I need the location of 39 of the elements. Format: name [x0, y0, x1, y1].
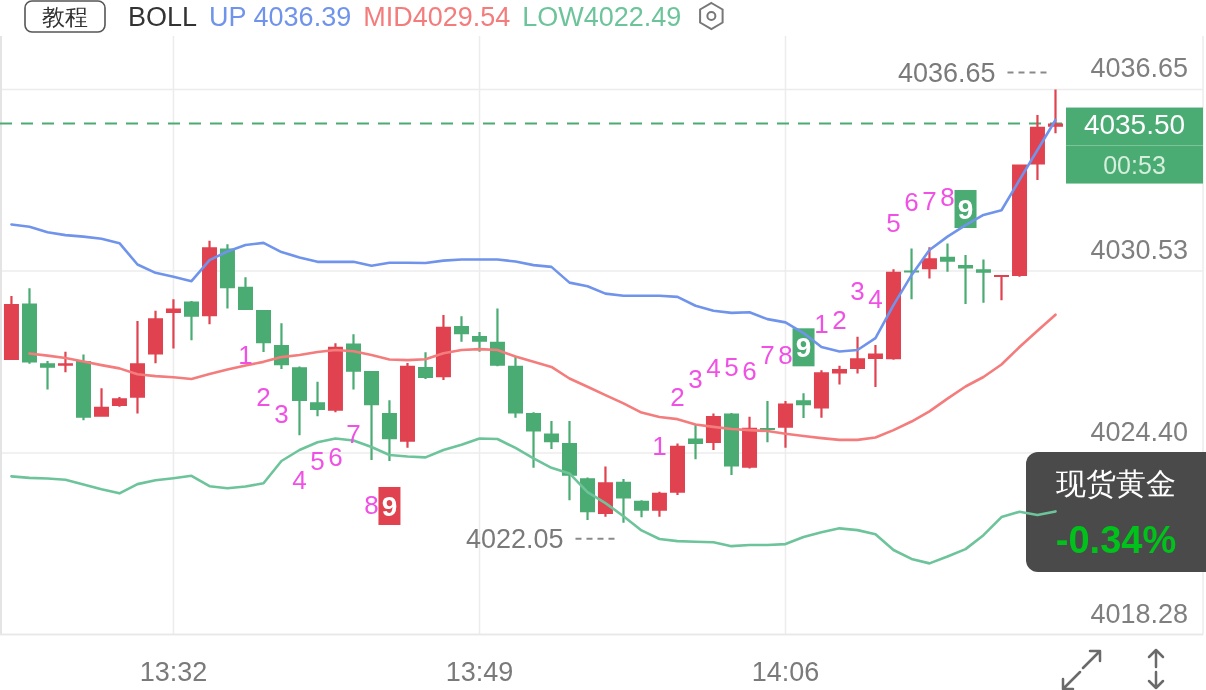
annotation: 6 — [904, 187, 919, 218]
annotation: 5 — [886, 208, 901, 239]
annotation: 3 — [850, 275, 865, 306]
y-tick-label: 4018.28 — [1090, 598, 1188, 629]
annotation: 3 — [274, 398, 289, 429]
annotation: 6 — [328, 442, 343, 473]
tooltip: 现货黄金 -0.34% — [1026, 452, 1206, 572]
annotation: 4036.65 — [897, 57, 996, 88]
annotation: 1 — [814, 309, 829, 340]
y-tick-label: 4024.40 — [1090, 416, 1188, 447]
legend: BOLL UP 4036.39 MID4029.54 LOW4022.49 — [128, 2, 682, 32]
x-tick-label: 14:06 — [751, 657, 820, 687]
annotation: 4 — [292, 465, 307, 496]
annotation: 1 — [652, 430, 667, 461]
annotation: -0.34% — [1055, 519, 1177, 561]
annotation: 4022.05 — [465, 524, 564, 555]
annotation: 4 — [706, 352, 721, 383]
annotation: 8 — [778, 340, 793, 371]
annotation: 4 — [868, 283, 883, 314]
annotation: 7 — [922, 186, 937, 217]
annotation: 00:53 — [1103, 150, 1166, 179]
annotation: 2 — [832, 304, 847, 335]
annotation: 现货黄金 — [1056, 467, 1176, 500]
x-tick-label: 13:49 — [445, 657, 514, 687]
annotation: 8 — [364, 490, 379, 521]
y-tick-label: 4036.65 — [1090, 53, 1188, 84]
annotation: 4035.50 — [1083, 108, 1186, 140]
annotation: 5 — [724, 351, 739, 382]
annotation: 1 — [238, 339, 253, 370]
annotation: 2 — [256, 382, 271, 413]
annotation: 3 — [688, 364, 703, 395]
x-tick-label: 13:32 — [139, 657, 208, 687]
y-tick-label: 4030.53 — [1090, 235, 1188, 266]
annotation: 2 — [670, 382, 685, 413]
annotation: 8 — [940, 182, 955, 213]
annotation: 6 — [742, 355, 757, 386]
text: 教程 — [42, 4, 88, 30]
annotation: 7 — [760, 340, 775, 371]
annotation: 5 — [310, 446, 325, 477]
